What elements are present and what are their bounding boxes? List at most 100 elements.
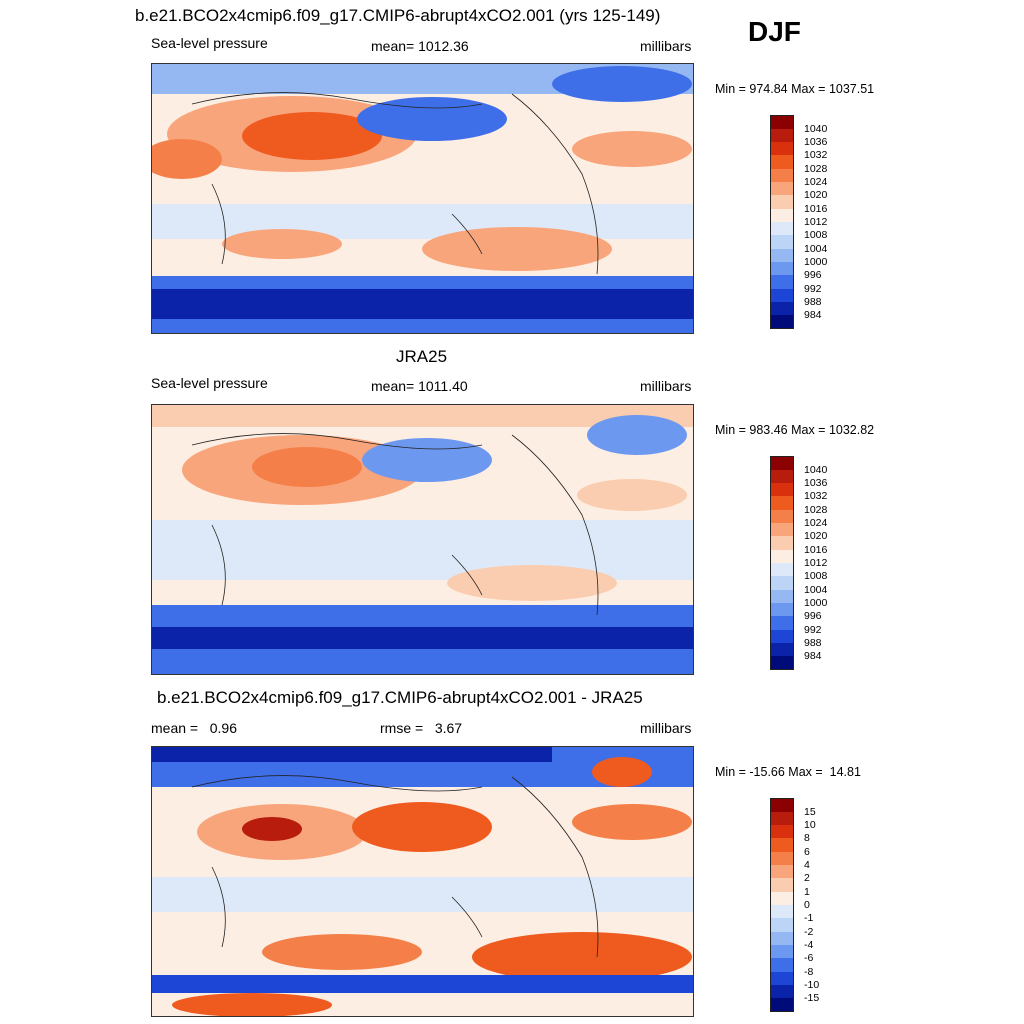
panel2-map-svg (152, 405, 693, 674)
panel3-southern-ocean-band (152, 975, 693, 993)
panel1-colorbar-box (770, 129, 794, 142)
panel3-colorbar-tick: -6 (804, 952, 814, 964)
panel3-colorbar-box (770, 892, 794, 905)
panel3-colorbar-tick: -4 (804, 939, 814, 951)
panel2-colorbar-tick: 992 (804, 624, 822, 636)
panel2-colorbar-tick: 1024 (804, 517, 828, 529)
panel3-colorbar-tick: -15 (804, 992, 820, 1004)
panel3-pacific-high (352, 802, 492, 852)
panel1-variable-label: Sea-level pressure (151, 35, 268, 51)
panel3-colorbar-tick: 6 (804, 846, 810, 858)
panel2-southern-ocean-core (152, 627, 693, 649)
panel1-north-africa-high (152, 139, 222, 179)
panel2-south-pacific-high (447, 565, 617, 601)
panel3-south-atlantic-high (472, 932, 692, 982)
panel3-atlantic-high (572, 804, 692, 840)
panel3-colorbar-tick: -1 (804, 912, 814, 924)
panel3-colorbar-box (770, 958, 794, 972)
panel2-colorbar-box (770, 656, 794, 670)
panel3-colorbar-box (770, 838, 794, 852)
panel2-colorbar-tick: 1040 (804, 464, 828, 476)
panel2-colorbar-tick: 1028 (804, 504, 828, 516)
panel1-colorbar-box (770, 169, 794, 182)
panel3-minmax: Min = -15.66 Max = 14.81 (715, 765, 861, 779)
panel1-colorbar-tick: 1036 (804, 136, 828, 148)
panel2-colorbar-tick: 1032 (804, 490, 828, 502)
panel3-tropical-band (152, 877, 693, 912)
panel3-colorbar-tick: -2 (804, 926, 814, 938)
panel3-colorbar-box (770, 918, 794, 932)
panel2-colorbar-box (770, 456, 794, 470)
panel1-colorbar-box (770, 222, 794, 235)
panel1-minmax: Min = 974.84 Max = 1037.51 (715, 82, 875, 96)
panel1-azores-high (572, 131, 692, 167)
panel1-colorbar-box (770, 182, 794, 195)
panel1-colorbar-tick: 1004 (804, 243, 828, 255)
panel2-coastlines (191, 433, 599, 616)
panel2-colorbar-box (770, 510, 794, 523)
panel3-colorbar-box (770, 945, 794, 958)
panel3-colorbar-box (770, 812, 794, 825)
panel2-colorbar-box (770, 630, 794, 643)
panel1-icelandic-low (552, 66, 692, 102)
panel2-colorbar-tick: 1036 (804, 477, 828, 489)
panel3-colorbar-tick: -8 (804, 966, 814, 978)
panel2-siberian-high-core (252, 447, 362, 487)
panel1-map (151, 63, 694, 334)
panel3-units-label: millibars (640, 720, 692, 736)
panel3-rmse-label: rmse = 3.67 (380, 720, 463, 736)
panel3-colorbar-tick: 8 (804, 832, 810, 844)
panel2-units-label: millibars (640, 378, 692, 394)
panel1-colorbar-box (770, 142, 794, 155)
panel2-colorbar-box (770, 563, 794, 576)
panel3-map (151, 746, 694, 1017)
panel1-colorbar-box (770, 289, 794, 302)
panel2-aleutian-low (362, 438, 492, 482)
panel3-colorbar-tick: 15 (804, 806, 816, 818)
panel3-title: b.e21.BCO2x4cmip6.f09_g17.CMIP6-abrupt4x… (157, 688, 643, 707)
panel2-icelandic-low (587, 415, 687, 455)
panel2-colorbar-box (770, 523, 794, 536)
panel1-colorbar-tick: 1012 (804, 216, 828, 228)
panel3-colorbar-box (770, 905, 794, 918)
panel1-colorbar-box (770, 115, 794, 129)
panel3-colorbar-box (770, 932, 794, 945)
panel3-mean-label: mean = 0.96 (151, 720, 238, 736)
panel2-variable-label: Sea-level pressure (151, 375, 268, 391)
panel1-colorbar-tick: 984 (804, 309, 822, 321)
panel1-colorbar-tick: 1020 (804, 189, 828, 201)
panel2-tropical-band (152, 520, 693, 580)
panel1-colorbar-box (770, 209, 794, 222)
panel1-aleutian-low (357, 97, 507, 141)
panel2-colorbar-tick: 1020 (804, 530, 828, 542)
panel1-units-label: millibars (640, 38, 692, 54)
panel1-southern-ocean-core (152, 289, 693, 319)
panel2-colorbar-tick: 1016 (804, 544, 828, 556)
panel2-colorbar-box (770, 496, 794, 510)
panel2-colorbar-box (770, 470, 794, 483)
panel2-azores-high (577, 479, 687, 511)
panel3-antarctic-high (172, 993, 332, 1016)
panel3-colorbar-box (770, 852, 794, 865)
panel3-colorbar-tick: -10 (804, 979, 820, 991)
panel1-colorbar-box (770, 315, 794, 329)
panel2-colorbar-box (770, 603, 794, 616)
panel3-colorbar-box (770, 825, 794, 838)
panel3-colorbar-tick: 1 (804, 886, 810, 898)
panel1-colorbar-box (770, 275, 794, 289)
panel3-tibet-high-core (242, 817, 302, 841)
panel2-colorbar-tick: 1012 (804, 557, 828, 569)
panel1-indian-ocean-high (222, 229, 342, 259)
panel2-colorbar-box (770, 483, 794, 496)
panel3-colorbar-tick: 4 (804, 859, 810, 871)
panel3-coastlines (191, 775, 599, 958)
panel2-colorbar-tick: 1008 (804, 570, 828, 582)
panel3-colorbar-tick: 0 (804, 899, 810, 911)
panel3-colorbar-box (770, 985, 794, 998)
panel2-title: JRA25 (396, 347, 448, 366)
panel2-colorbar-box (770, 590, 794, 603)
panel1-colorbar-tick: 1028 (804, 163, 828, 175)
panel1-siberian-high-core (242, 112, 382, 160)
panel1-colorbar-box (770, 155, 794, 169)
panel1-colorbar-tick: 1032 (804, 149, 828, 161)
